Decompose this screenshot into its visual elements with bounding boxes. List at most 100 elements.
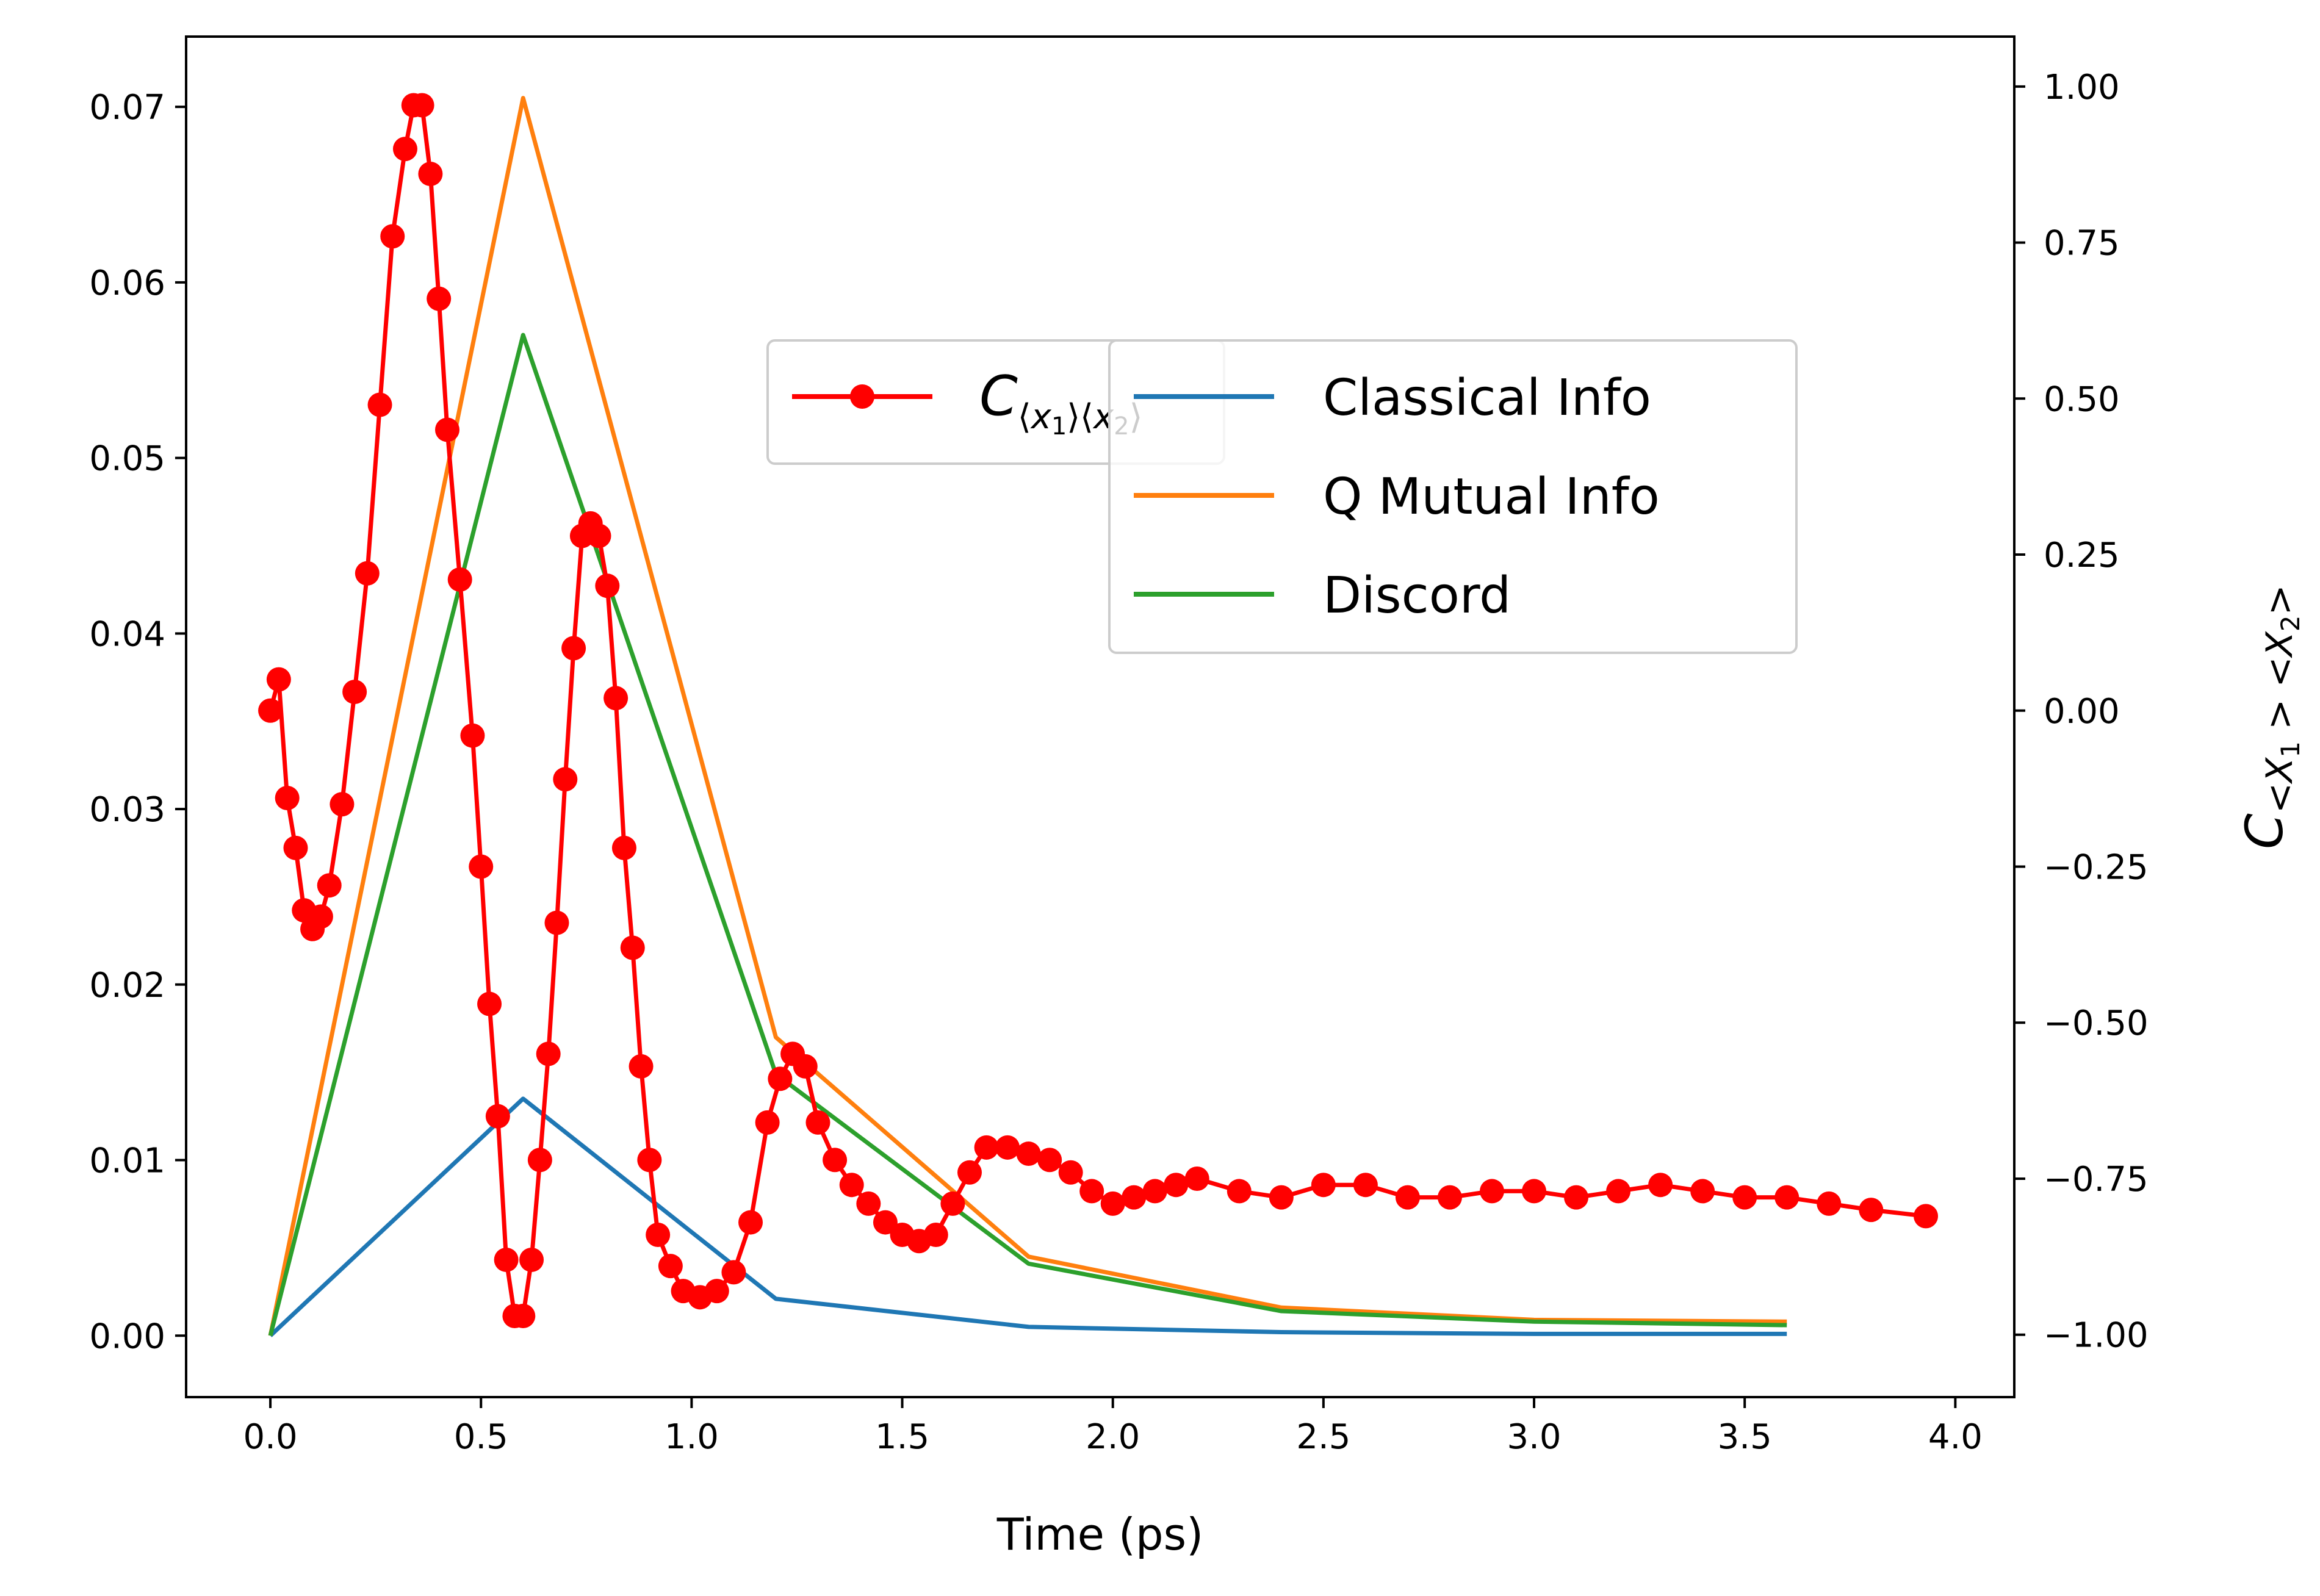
correlation-point [317, 873, 342, 898]
correlation-point [447, 567, 472, 592]
right-y-tick-label: 0.50 [2044, 379, 2120, 419]
legend-info-frame [1108, 339, 1798, 654]
correlation-point [1164, 1173, 1189, 1198]
correlation-point [755, 1110, 780, 1135]
correlation-point [646, 1223, 671, 1248]
x-tick-label: 2.5 [1296, 1417, 1350, 1457]
correlation-point [1269, 1185, 1294, 1210]
legend-correlation-marker [850, 384, 874, 409]
correlation-point [553, 767, 578, 792]
correlation-point [658, 1254, 683, 1279]
correlation-point [527, 1148, 552, 1173]
correlation-point [380, 224, 405, 249]
left-y-tick-label: 0.03 [89, 790, 165, 830]
correlation-point [1079, 1179, 1104, 1204]
correlation-point [469, 854, 494, 879]
x-tick-label: 2.0 [1086, 1417, 1140, 1457]
correlation-point [275, 785, 300, 810]
correlation-point [1564, 1185, 1589, 1210]
correlation-point [1142, 1179, 1167, 1204]
correlation-point [738, 1210, 763, 1235]
correlation-point [409, 93, 434, 118]
correlation-point [940, 1191, 965, 1216]
left-series-group [268, 96, 1787, 1337]
correlation-point [519, 1247, 544, 1272]
right-y-tick-label: −0.25 [2044, 848, 2149, 888]
left-y-axis-ticks: 0.00 0.01 0.02 0.03 0.04 0.05 0.06 0.07 [89, 88, 186, 1356]
correlation-point [974, 1135, 999, 1160]
correlation-point [721, 1260, 746, 1285]
correlation-point [1522, 1179, 1547, 1204]
correlation-point [923, 1223, 948, 1248]
correlation-point [308, 904, 333, 929]
correlation-point [1395, 1185, 1420, 1210]
correlation-point [873, 1210, 898, 1235]
x-tick-label: 0.0 [243, 1417, 298, 1457]
right-y-tick-label: −0.50 [2044, 1004, 2149, 1043]
correlation-point [1311, 1173, 1336, 1198]
correlation-point [611, 835, 636, 860]
correlation-point [586, 523, 611, 548]
x-tick-label: 1.5 [875, 1417, 929, 1457]
correlation-point [1037, 1148, 1062, 1173]
x-tick-label: 3.5 [1718, 1417, 1772, 1457]
correlation-point [460, 723, 485, 748]
correlation-point [367, 392, 392, 417]
correlation-point [355, 561, 380, 586]
correlation-point [418, 162, 443, 187]
correlation-point [1058, 1160, 1083, 1185]
correlation-point [1648, 1173, 1673, 1198]
correlation-point [595, 573, 620, 598]
legend-classical-label: Classical Info [1323, 369, 1651, 427]
series-line-discord [268, 332, 1787, 1337]
correlation-point [536, 1041, 561, 1066]
correlation-point [1227, 1179, 1252, 1204]
correlation-point [1606, 1179, 1631, 1204]
correlation-point [258, 698, 283, 723]
right-y-tick-label: 0.75 [2044, 224, 2120, 264]
correlation-point [392, 137, 417, 162]
right-y-tick-label: 0.25 [2044, 536, 2120, 575]
series-line-classical-info [268, 1096, 1787, 1337]
correlation-point [1732, 1185, 1757, 1210]
correlation-point [856, 1191, 881, 1216]
left-y-tick-label: 0.05 [89, 439, 165, 479]
correlation-point [805, 1110, 830, 1135]
correlation-point [283, 835, 308, 860]
right-y-tick-label: 1.00 [2044, 68, 2120, 107]
correlation-point [1353, 1173, 1378, 1198]
x-axis-title: Time (ps) [996, 1509, 1203, 1560]
legend-qmutual-label: Q Mutual Info [1323, 468, 1660, 526]
correlation-point [957, 1160, 982, 1185]
correlation-point [1817, 1191, 1842, 1216]
correlation-point [704, 1279, 729, 1304]
x-tick-label: 0.5 [454, 1417, 508, 1457]
correlation-point [768, 1066, 793, 1091]
correlation-point [266, 667, 291, 692]
legend-discord-label: Discord [1323, 567, 1511, 625]
correlation-point [427, 286, 452, 311]
correlation-point [629, 1054, 654, 1079]
right-y-tick-label: −1.00 [2044, 1316, 2149, 1356]
correlation-point [1690, 1179, 1715, 1204]
left-y-tick-label: 0.00 [89, 1317, 165, 1356]
x-tick-label: 3.0 [1507, 1417, 1562, 1457]
correlation-point [823, 1148, 848, 1173]
correlation-point [1100, 1191, 1125, 1216]
left-y-tick-label: 0.01 [89, 1141, 165, 1181]
correlation-point [1122, 1185, 1147, 1210]
correlation-point [1914, 1204, 1939, 1229]
correlation-point [603, 686, 629, 711]
correlation-point [342, 680, 367, 705]
left-y-tick-label: 0.02 [89, 966, 165, 1005]
correlation-point [544, 910, 569, 935]
correlation-point [1859, 1198, 1884, 1223]
right-y-axis-ticks: −1.00 −0.75 −0.50 −0.25 0.00 0.25 0.50 0.75 1.00 [2014, 68, 2149, 1356]
x-axis-ticks: 0.0 0.5 1.0 1.5 2.0 2.5 3.0 3.5 4.0 [243, 1397, 1983, 1457]
correlation-point [793, 1054, 818, 1079]
right-y-axis-title: C<X1 > <X2> [2235, 584, 2305, 849]
correlation-point [620, 935, 645, 960]
left-y-tick-label: 0.04 [89, 614, 165, 654]
correlation-point [1774, 1185, 1799, 1210]
correlation-point [435, 417, 459, 442]
